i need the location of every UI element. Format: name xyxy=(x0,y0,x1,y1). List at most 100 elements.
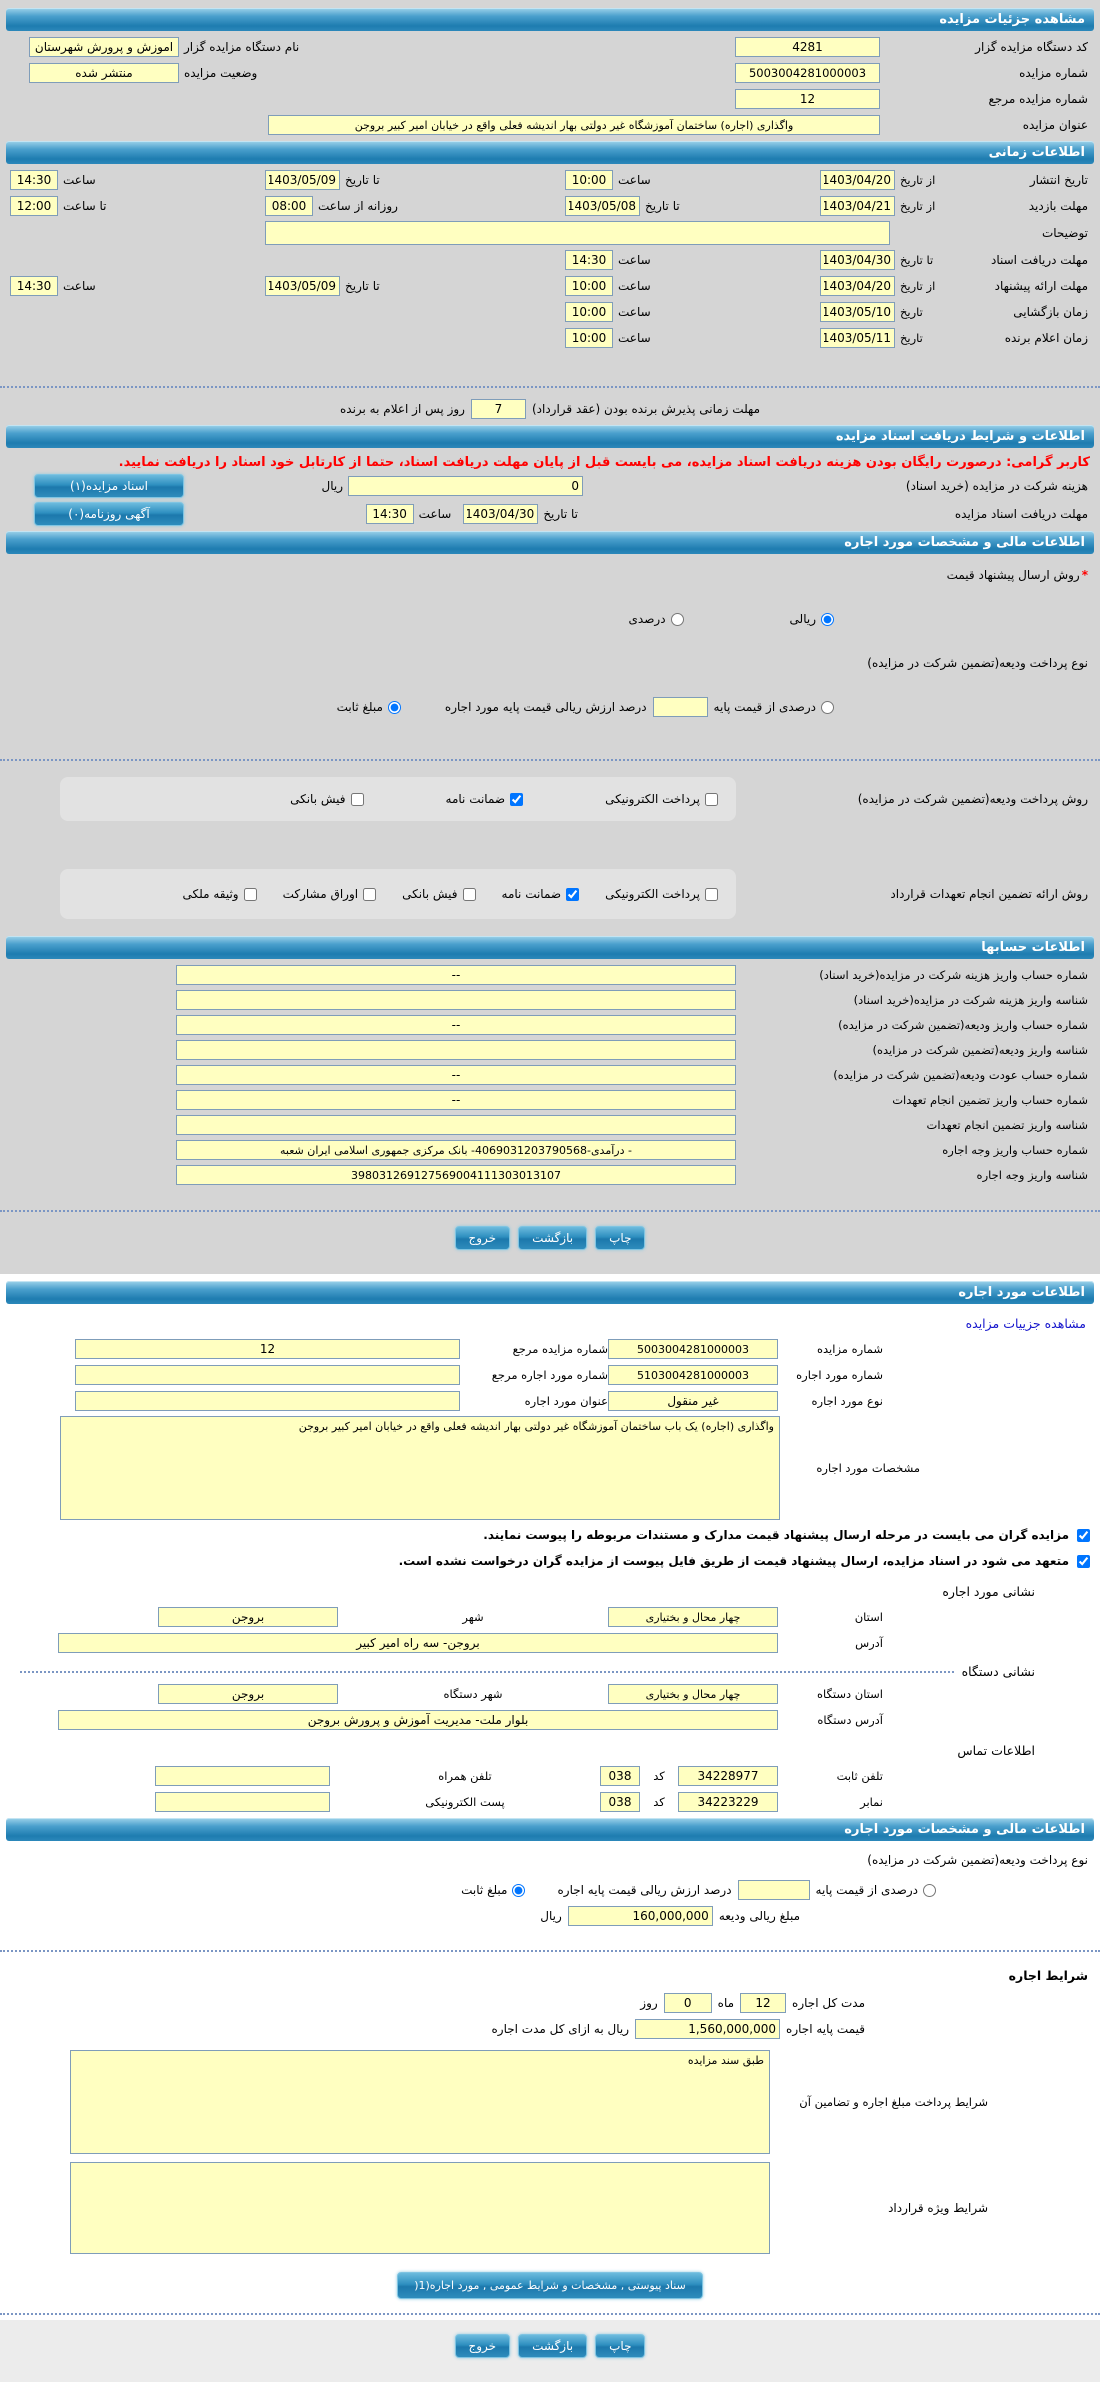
account-input[interactable] xyxy=(176,1015,736,1035)
deposit-amount-input[interactable] xyxy=(567,1906,713,1926)
auction-docs-button[interactable]: اسناد مزایده(۱) xyxy=(34,474,184,498)
publish-from-time-input[interactable] xyxy=(565,170,613,190)
property-collateral-checkbox[interactable] xyxy=(243,887,257,901)
guar-option-bank-slip[interactable]: فیش بانکی xyxy=(402,887,477,901)
address-input[interactable] xyxy=(58,1633,778,1653)
back-button[interactable]: بازگشت xyxy=(518,2334,588,2358)
pay-option-bank-slip[interactable]: فیش بانکی xyxy=(290,792,365,806)
account-input[interactable] xyxy=(176,1115,736,1135)
rent-deposit-account-input[interactable] xyxy=(176,1140,736,1160)
account-input[interactable] xyxy=(176,1065,736,1085)
newspaper-ad-button[interactable]: آگهی روزنامه(۰) xyxy=(34,502,184,526)
contract-days-input[interactable] xyxy=(470,399,526,419)
epay-checkbox[interactable] xyxy=(705,887,718,901)
device-city-input[interactable] xyxy=(158,1684,338,1704)
publish-to-time-input[interactable] xyxy=(10,170,58,190)
view-auction-details-link[interactable]: مشاهده جزییات مزایده xyxy=(965,1315,1086,1331)
fixed-amount-radio[interactable] xyxy=(512,1883,526,1897)
email-input[interactable] xyxy=(155,1792,330,1812)
visit-to-date-input[interactable] xyxy=(565,196,640,216)
auctioneer-code-input[interactable] xyxy=(735,37,880,57)
rial-option[interactable]: ریالی xyxy=(790,612,836,626)
auction-status-input[interactable] xyxy=(29,63,179,83)
mobile-input[interactable] xyxy=(155,1766,330,1786)
bank-slip-checkbox[interactable] xyxy=(350,792,364,806)
percent-option[interactable]: درصدی xyxy=(629,612,686,626)
device-address-input[interactable] xyxy=(58,1710,778,1730)
account-input[interactable] xyxy=(176,990,736,1010)
rent-type-input[interactable] xyxy=(608,1391,778,1411)
back-button[interactable]: بازگشت xyxy=(518,1226,588,1250)
fixed-amount-option[interactable]: مبلغ ثابت xyxy=(461,1883,527,1897)
auction-title-input[interactable] xyxy=(268,115,880,135)
guar-option-guarantee-letter[interactable]: ضمانت نامه xyxy=(502,887,582,901)
opening-date-input[interactable] xyxy=(820,302,895,322)
print-button[interactable]: چاپ xyxy=(595,1226,646,1250)
lease-base-price-input[interactable] xyxy=(635,2019,781,2039)
percent-of-base-radio[interactable] xyxy=(821,700,834,714)
auctioneer-name-input[interactable] xyxy=(29,37,179,57)
percent-of-base-option[interactable]: درصدی از قیمت پایه xyxy=(816,1883,938,1897)
province-input[interactable] xyxy=(608,1607,778,1627)
special-conditions-textarea[interactable] xyxy=(70,2162,770,2254)
offer-to-date-input[interactable] xyxy=(265,276,340,296)
docs-receive-time-input[interactable] xyxy=(365,504,414,524)
guar-option-epay[interactable]: پرداخت الکترونیکی xyxy=(605,887,720,901)
lease-months-input[interactable] xyxy=(740,1993,787,2013)
print-button[interactable]: چاپ xyxy=(595,2334,646,2358)
lease-days-input[interactable] xyxy=(663,1993,712,2013)
attachments-specs-button[interactable]: سناد پیوستی , مشخصات و شرایط عمومی , مور… xyxy=(397,2272,703,2299)
description-input[interactable] xyxy=(265,221,890,245)
phone-code-input[interactable] xyxy=(600,1766,640,1786)
offer-from-date-input[interactable] xyxy=(820,276,895,296)
winner-time-input[interactable] xyxy=(565,328,613,348)
bank-slip-checkbox[interactable] xyxy=(462,887,476,901)
percent-radio[interactable] xyxy=(670,612,684,626)
guarantee-letter-checkbox[interactable] xyxy=(566,887,580,901)
fax-code-input[interactable] xyxy=(600,1792,640,1812)
note-2-option[interactable]: متعهد می شود در اسناد مزایده، ارسال پیشن… xyxy=(399,1554,1092,1568)
fixed-amount-option[interactable]: مبلغ ثابت xyxy=(337,700,403,714)
account-input[interactable] xyxy=(176,1040,736,1060)
docs-deadline-date-input[interactable] xyxy=(820,250,895,270)
pay-option-guarantee-letter[interactable]: ضمانت نامه xyxy=(446,792,526,806)
device-province-input[interactable] xyxy=(608,1684,778,1704)
note-1-checkbox[interactable] xyxy=(1077,1528,1090,1542)
note-1-option[interactable]: مزایده گران می بایست در مرحله ارسال پیشن… xyxy=(483,1528,1092,1542)
docs-receive-date-input[interactable] xyxy=(463,504,539,524)
visit-daily-from-input[interactable] xyxy=(265,196,313,216)
rent-no-input[interactable] xyxy=(608,1365,778,1385)
exit-button[interactable]: خروج xyxy=(454,2334,511,2358)
participation-bonds-checkbox[interactable] xyxy=(363,887,377,901)
account-input[interactable] xyxy=(176,965,736,985)
percent-of-base-option[interactable]: درصدی از قیمت پایه xyxy=(714,700,836,714)
fixed-amount-radio[interactable] xyxy=(387,700,401,714)
exit-button[interactable]: خروج xyxy=(454,1226,511,1250)
visit-from-date-input[interactable] xyxy=(820,196,895,216)
city-input[interactable] xyxy=(158,1607,338,1627)
epay-checkbox[interactable] xyxy=(705,792,718,806)
auction-number-input[interactable] xyxy=(735,63,880,83)
winner-date-input[interactable] xyxy=(820,328,895,348)
publish-from-date-input[interactable] xyxy=(820,170,895,190)
deposit-percent-input[interactable] xyxy=(737,1880,810,1900)
auction-ref-input[interactable] xyxy=(735,89,880,109)
rent-specs-textarea[interactable]: واگذاری (اجاره) یک باب ساختمان آموزشگاه … xyxy=(60,1416,780,1520)
rent-ref-input[interactable] xyxy=(75,1365,460,1385)
guarantee-letter-checkbox[interactable] xyxy=(510,792,524,806)
note-2-checkbox[interactable] xyxy=(1077,1554,1090,1568)
offer-to-time-input[interactable] xyxy=(10,276,58,296)
percent-of-base-radio[interactable] xyxy=(923,1883,936,1897)
pay-option-epay[interactable]: پرداخت الکترونیکی xyxy=(605,792,720,806)
publish-to-date-input[interactable] xyxy=(265,170,340,190)
auction-ref-input[interactable] xyxy=(75,1339,460,1359)
payment-conditions-textarea[interactable]: طبق سند مزایده xyxy=(70,2050,770,2154)
phone-input[interactable] xyxy=(678,1766,778,1786)
guar-option-participation-bonds[interactable]: اوراق مشارکت xyxy=(283,887,378,901)
rent-deposit-id-input[interactable] xyxy=(176,1165,736,1185)
participation-fee-input[interactable] xyxy=(348,476,583,496)
auction-no-input[interactable] xyxy=(608,1339,778,1359)
opening-time-input[interactable] xyxy=(565,302,613,322)
offer-from-time-input[interactable] xyxy=(565,276,613,296)
account-input[interactable] xyxy=(176,1090,736,1110)
